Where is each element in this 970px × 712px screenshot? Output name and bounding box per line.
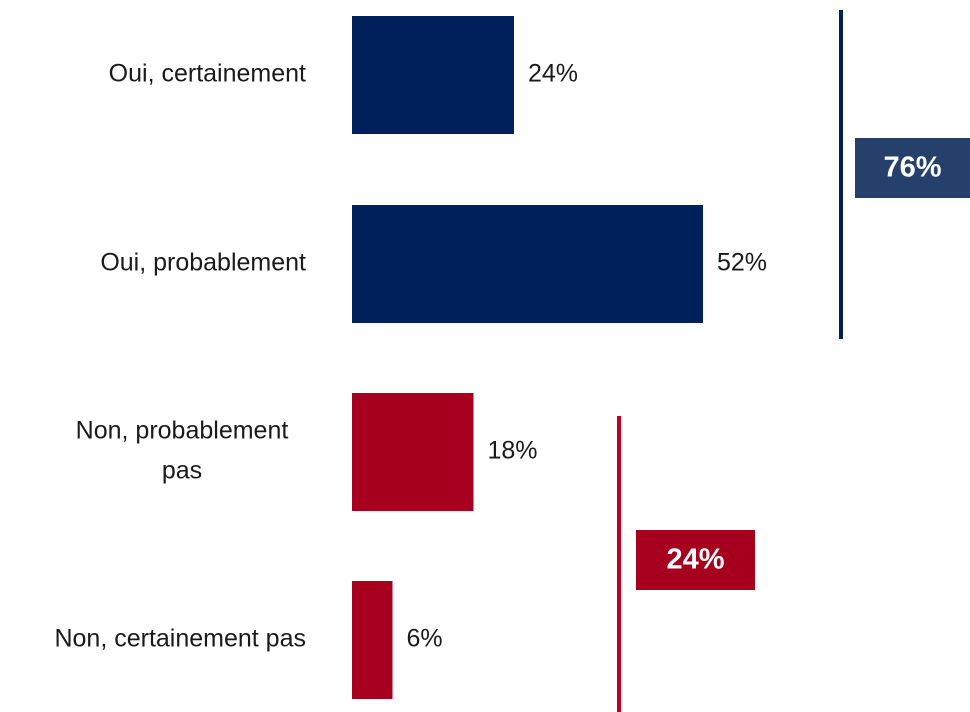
category-label-2-line-1: pas <box>162 457 202 485</box>
bar-1 <box>352 205 703 323</box>
category-label-1-line-0: Oui, probablement <box>100 249 306 277</box>
bar-0 <box>352 16 514 134</box>
group-total-box-0 <box>855 138 970 198</box>
labels-layer: 24% Oui, certainement 52% Oui, probablement… <box>54 60 767 653</box>
bar-2 <box>352 393 474 511</box>
value-label-3: 6% <box>407 625 443 653</box>
bars-layer <box>352 16 703 699</box>
value-label-2: 18% <box>488 437 538 465</box>
group-total-box-1 <box>636 530 755 590</box>
group-summaries-layer: 76% 24% <box>617 10 970 712</box>
category-label-0-line-0: Oui, certainement <box>109 60 306 88</box>
group-total-label-1: 24% <box>666 544 724 576</box>
bar-3 <box>352 581 393 699</box>
category-label-2-line-0: Non, probablement <box>76 417 289 445</box>
category-label-3-line-0: Non, certainement pas <box>54 625 306 653</box>
group-total-label-0: 76% <box>883 152 941 184</box>
value-label-0: 24% <box>528 60 578 88</box>
value-label-1: 52% <box>717 249 767 277</box>
